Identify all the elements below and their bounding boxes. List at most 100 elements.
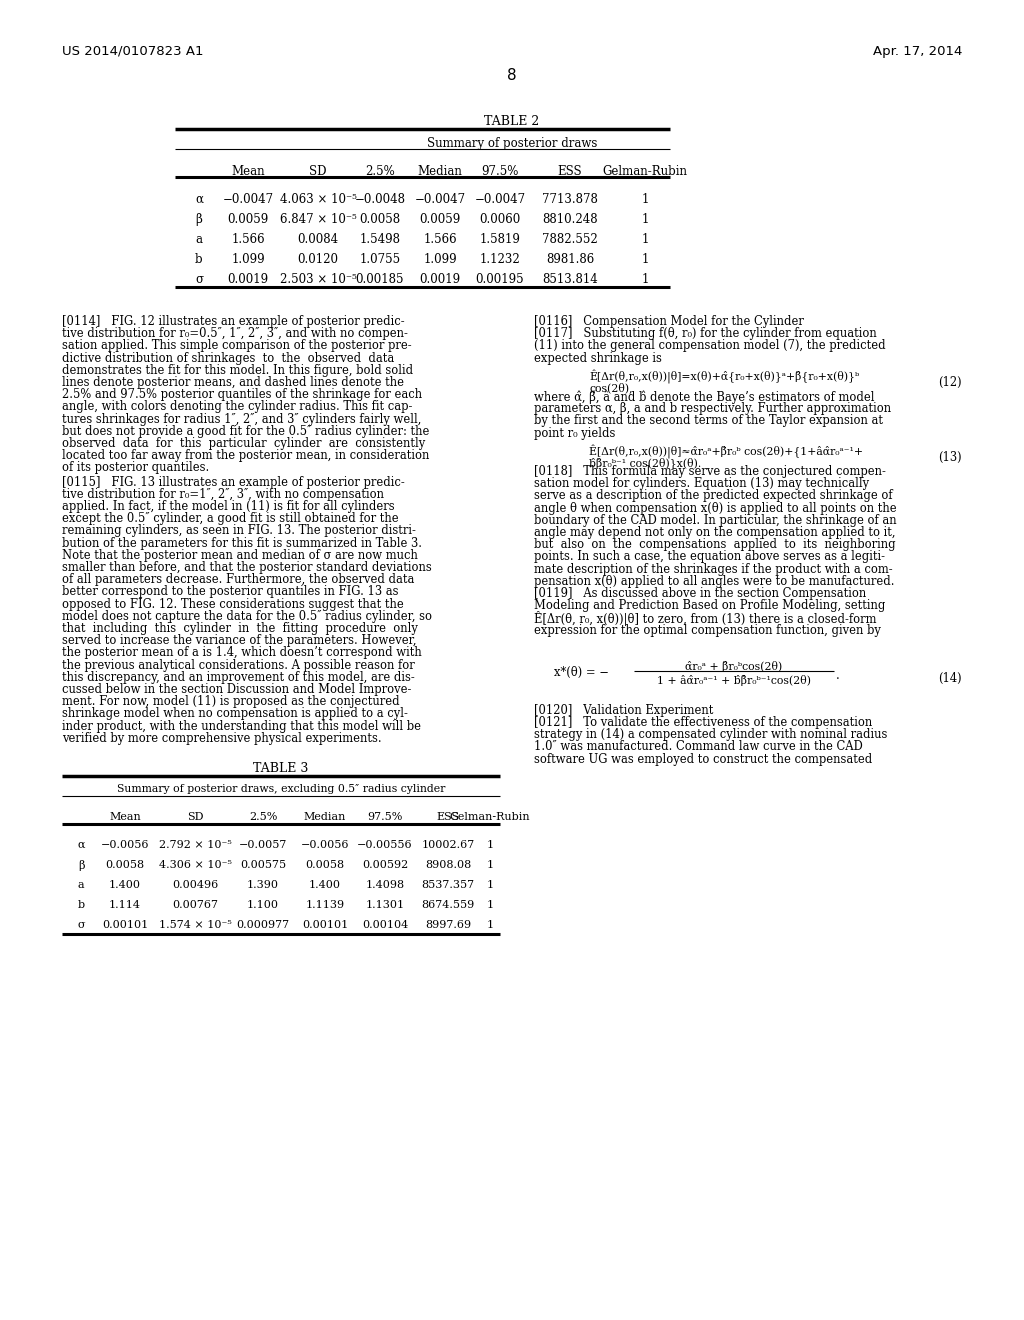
Text: but does not provide a good fit for the 0.5″ radius cylinder: the: but does not provide a good fit for the … [62, 425, 429, 438]
Text: 1.566: 1.566 [423, 234, 457, 246]
Text: [0115]   FIG. 13 illustrates an example of posterior predic-: [0115] FIG. 13 illustrates an example of… [62, 475, 404, 488]
Text: −0.0047: −0.0047 [474, 193, 525, 206]
Text: angle may depend not only on the compensation applied to it,: angle may depend not only on the compens… [534, 525, 896, 539]
Text: software UG was employed to construct the compensated: software UG was employed to construct th… [534, 752, 872, 766]
Text: 97.5%: 97.5% [481, 165, 519, 178]
Text: 0.0058: 0.0058 [305, 861, 344, 870]
Text: 0.00195: 0.00195 [476, 273, 524, 286]
Text: 6.847 × 10⁻⁵: 6.847 × 10⁻⁵ [280, 213, 356, 226]
Text: inder product, with the understanding that this model will be: inder product, with the understanding th… [62, 719, 421, 733]
Text: TABLE 3: TABLE 3 [253, 762, 308, 775]
Text: a: a [195, 234, 202, 246]
Text: 1.0″ was manufactured. Command law curve in the CAD: 1.0″ was manufactured. Command law curve… [534, 741, 863, 754]
Text: 1.114: 1.114 [109, 900, 141, 909]
Text: 1.390: 1.390 [247, 880, 279, 890]
Text: sation applied. This simple comparison of the posterior pre-: sation applied. This simple comparison o… [62, 339, 412, 352]
Text: 1: 1 [641, 213, 648, 226]
Text: 97.5%: 97.5% [368, 812, 402, 822]
Text: the posterior mean of a is 1.4, which doesn’t correspond with: the posterior mean of a is 1.4, which do… [62, 647, 422, 660]
Text: β: β [195, 213, 202, 226]
Text: 0.000977: 0.000977 [237, 920, 290, 931]
Text: 0.00767: 0.00767 [172, 900, 218, 909]
Text: [0116]   Compensation Model for the Cylinder: [0116] Compensation Model for the Cylind… [534, 315, 804, 327]
Text: 8513.814: 8513.814 [542, 273, 598, 286]
Text: 8981.86: 8981.86 [546, 253, 594, 267]
Text: 1 + âα̂r₀ᵃ⁻¹ + b̂β̂r₀ᵇ⁻¹cos(2θ): 1 + âα̂r₀ᵃ⁻¹ + b̂β̂r₀ᵇ⁻¹cos(2θ) [657, 675, 811, 685]
Text: Gelman-Rubin: Gelman-Rubin [602, 165, 687, 178]
Text: 1.4098: 1.4098 [366, 880, 404, 890]
Text: 1.099: 1.099 [231, 253, 265, 267]
Text: shrinkage model when no compensation is applied to a cyl-: shrinkage model when no compensation is … [62, 708, 408, 721]
Text: σ: σ [78, 920, 86, 931]
Text: 1: 1 [641, 273, 648, 286]
Text: ESS: ESS [558, 165, 583, 178]
Text: lines denote posterior means, and dashed lines denote the: lines denote posterior means, and dashed… [62, 376, 404, 389]
Text: 0.0058: 0.0058 [359, 213, 400, 226]
Text: angle, with colors denoting the cylinder radius. This fit cap-: angle, with colors denoting the cylinder… [62, 400, 413, 413]
Text: serve as a description of the predicted expected shrinkage of: serve as a description of the predicted … [534, 490, 893, 503]
Text: α: α [195, 193, 203, 206]
Text: b: b [195, 253, 203, 267]
Text: tive distribution for r₀=0.5″, 1″, 2″, 3″, and with no compen-: tive distribution for r₀=0.5″, 1″, 2″, 3… [62, 327, 408, 341]
Text: 2.503 × 10⁻⁵: 2.503 × 10⁻⁵ [280, 273, 356, 286]
Text: 0.0019: 0.0019 [420, 273, 461, 286]
Text: 7882.552: 7882.552 [542, 234, 598, 246]
Text: x*(θ) = −: x*(θ) = − [554, 665, 609, 678]
Text: 0.00101: 0.00101 [101, 920, 148, 931]
Text: −0.0056: −0.0056 [100, 840, 150, 850]
Text: −0.0057: −0.0057 [239, 840, 287, 850]
Text: Median: Median [304, 812, 346, 822]
Text: 1.099: 1.099 [423, 253, 457, 267]
Text: SD: SD [186, 812, 203, 822]
Text: cos(2θ),: cos(2θ), [589, 381, 633, 393]
Text: ment. For now, model (11) is proposed as the conjectured: ment. For now, model (11) is proposed as… [62, 696, 399, 709]
Text: σ: σ [195, 273, 203, 286]
Text: that  including  this  cylinder  in  the  fitting  procedure  only: that including this cylinder in the fitt… [62, 622, 418, 635]
Text: [0114]   FIG. 12 illustrates an example of posterior predic-: [0114] FIG. 12 illustrates an example of… [62, 315, 404, 327]
Text: ESS: ESS [436, 812, 460, 822]
Text: α: α [78, 840, 85, 850]
Text: US 2014/0107823 A1: US 2014/0107823 A1 [62, 45, 204, 58]
Text: 8537.357: 8537.357 [422, 880, 474, 890]
Text: 4.306 × 10⁻⁵: 4.306 × 10⁻⁵ [159, 861, 231, 870]
Text: 2.792 × 10⁻⁵: 2.792 × 10⁻⁵ [159, 840, 231, 850]
Text: 0.0060: 0.0060 [479, 213, 520, 226]
Text: point r₀ yields: point r₀ yields [534, 426, 615, 440]
Text: 1.574 × 10⁻⁵: 1.574 × 10⁻⁵ [159, 920, 231, 931]
Text: except the 0.5″ cylinder, a good fit is still obtained for the: except the 0.5″ cylinder, a good fit is … [62, 512, 398, 525]
Text: 0.00496: 0.00496 [172, 880, 218, 890]
Text: [0119]   As discussed above in the section Compensation: [0119] As discussed above in the section… [534, 587, 866, 601]
Text: parameters α, β, a and b respectively. Further approximation: parameters α, β, a and b respectively. F… [534, 403, 891, 416]
Text: −0.0047: −0.0047 [222, 193, 273, 206]
Text: Ê[Δr(θ,r₀,x(θ))|θ]≈α̂r₀ᵃ+β̂r₀ᵇ cos(2θ)+{1+âα̂r₀ᵃ⁻¹+: Ê[Δr(θ,r₀,x(θ))|θ]≈α̂r₀ᵃ+β̂r₀ᵇ cos(2θ)+{… [589, 445, 863, 459]
Text: pensation x(θ) applied to all angles were to be manufactured.: pensation x(θ) applied to all angles wer… [534, 574, 895, 587]
Text: 10002.67: 10002.67 [421, 840, 475, 850]
Text: smaller than before, and that the posterior standard deviations: smaller than before, and that the poster… [62, 561, 432, 574]
Text: 8810.248: 8810.248 [542, 213, 598, 226]
Text: 1.400: 1.400 [309, 880, 341, 890]
Text: Note that the posterior mean and median of σ are now much: Note that the posterior mean and median … [62, 549, 418, 562]
Text: TABLE 2: TABLE 2 [484, 115, 540, 128]
Text: Ê[Δr(θ,r₀,x(θ))|θ]=x(θ)+α̂{r₀+x(θ)}ᵃ+β̂{r₀+x(θ)}ᵇ: Ê[Δr(θ,r₀,x(θ))|θ]=x(θ)+α̂{r₀+x(θ)}ᵃ+β̂{… [589, 370, 859, 384]
Text: model does not capture the data for the 0.5″ radius cylinder, so: model does not capture the data for the … [62, 610, 432, 623]
Text: observed  data  for  this  particular  cylinder  are  consistently: observed data for this particular cylind… [62, 437, 425, 450]
Text: 8908.08: 8908.08 [425, 861, 471, 870]
Text: 1.5498: 1.5498 [359, 234, 400, 246]
Text: 0.0019: 0.0019 [227, 273, 268, 286]
Text: [0121]   To validate the effectiveness of the compensation: [0121] To validate the effectiveness of … [534, 715, 872, 729]
Text: 0.00101: 0.00101 [302, 920, 348, 931]
Text: angle θ when compensation x(θ) is applied to all points on the: angle θ when compensation x(θ) is applie… [534, 502, 897, 515]
Text: Mean: Mean [110, 812, 141, 822]
Text: of all parameters decrease. Furthermore, the observed data: of all parameters decrease. Furthermore,… [62, 573, 415, 586]
Text: 1: 1 [486, 840, 494, 850]
Text: Mean: Mean [231, 165, 265, 178]
Text: 1: 1 [641, 253, 648, 267]
Text: 8997.69: 8997.69 [425, 920, 471, 931]
Text: b: b [78, 900, 85, 909]
Text: Gelman-Rubin: Gelman-Rubin [450, 812, 530, 822]
Text: 2.5% and 97.5% posterior quantiles of the shrinkage for each: 2.5% and 97.5% posterior quantiles of th… [62, 388, 422, 401]
Text: mate description of the shrinkages if the product with a com-: mate description of the shrinkages if th… [534, 562, 893, 576]
Text: Modeling and Prediction Based on Profile Modeling, setting: Modeling and Prediction Based on Profile… [534, 599, 886, 612]
Text: tive distribution for r₀=1″, 2″, 3″, with no compensation: tive distribution for r₀=1″, 2″, 3″, wit… [62, 488, 384, 500]
Text: Ê[Δr(θ, r₀, x(θ))|θ] to zero, from (13) there is a closed-form: Ê[Δr(θ, r₀, x(θ))|θ] to zero, from (13) … [534, 611, 877, 627]
